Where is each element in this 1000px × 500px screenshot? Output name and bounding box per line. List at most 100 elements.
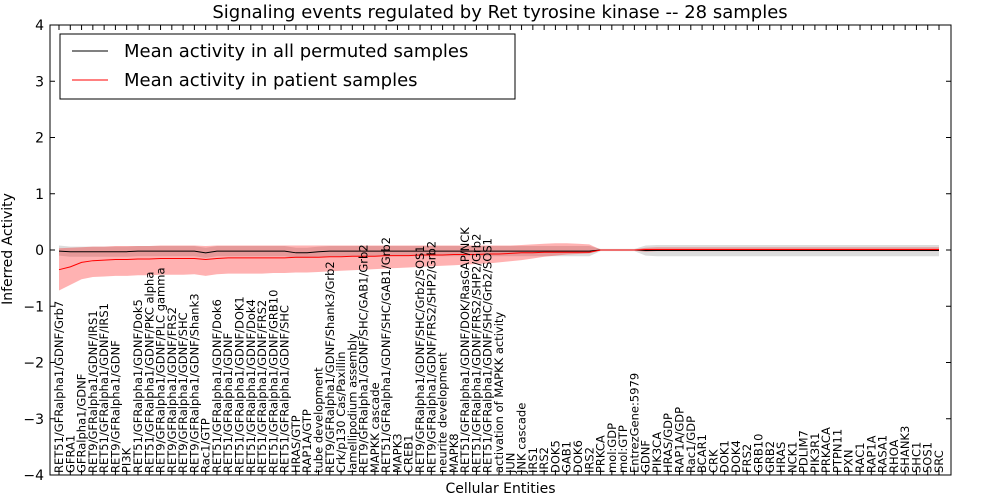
x-tick-label: RHOA [887,440,901,473]
x-tick-label: activation of MAPKK activity [492,312,506,473]
x-tick-label: GRB10 [751,434,765,473]
x-tick-label: EntrezGene:5979 [627,373,641,473]
x-tick-label: RET51/GFRalpha1/GDNF/DOK1 [233,296,247,473]
x-tick-label: RET9/GFRalpha1/GDNF/Shank3 [187,293,201,473]
x-tick-label: RET51/GFRalpha1/GDNF/Dok4 [244,299,258,473]
x-tick-label: PI3K [120,447,134,473]
x-tick-label: RET9/GFRalpha1/GDNF/FRS2 [165,307,179,473]
x-tick-label: PIK3R1 [808,433,822,474]
y-tick-label: −1 [23,299,44,315]
x-tick-label: GFRalpha1/GDNF [75,374,89,473]
x-tick-label: neurite development [436,352,450,473]
x-tick-label: CRK [706,449,720,473]
x-tick-label: IRS1 [526,447,540,473]
x-tick-label: JNK cascade [515,403,529,474]
x-tick-label: NCK1 [785,442,799,474]
x-axis-label: Cellular Entities [445,481,555,497]
x-tick-label: IRS2 [537,447,551,473]
x-tick-label: RET9/GFRalpha1/GDNF/Shank3/Grb2 [323,261,337,473]
y-tick-label: 4 [35,18,44,34]
x-tick-label: IRS2 [582,447,596,473]
x-tick-label: RET51/GFRalpha1/GDNF/Dok5 [131,299,145,473]
x-tick-label: RET51/GFRalpha1/GDNF/FRS2/SHP2/Grb2 [469,234,483,473]
x-tick-label: RET51/GFRalpha1/GDNF/SHC [278,305,292,473]
x-tick-label: RET9/GFRalpha1/GDNF/SHC [176,312,190,473]
x-tick-label: RET51/GFRalpha1/GDNF/SHC/Grb2/SOS1 [481,238,495,473]
x-tick-label: lamellipodium assembly [345,333,359,473]
x-tick-label: RET9/GFRalpha1/GDNF/FRS2/SHP2/Grb2 [424,241,438,473]
y-tick-label: 1 [35,187,44,203]
x-tick-label: FRS2 [740,444,754,473]
x-tick-label: PIK3CA [650,432,664,473]
x-tick-label: Rac1/GDP [684,416,698,473]
x-tick-label: RAP1A/GTP [300,409,314,473]
y-tick-label: −3 [23,412,44,428]
x-tick-label: RET9/GFRalpha1/GDNF/SHC/GAB1/Grb2 [357,244,371,473]
x-tick-label: SOS1 [921,442,935,473]
x-tick-label: PXN [842,450,856,473]
chart-title: Signaling events regulated by Ret tyrosi… [212,2,787,23]
x-tick-label: Rac1/GTP [199,418,213,473]
legend-box [59,33,516,100]
x-tick-label: PRKCA [594,435,608,473]
x-tick-label: SHANK3 [898,426,912,473]
x-tick-label: PDLIM7 [797,430,811,473]
x-tick-label: DOK6 [571,440,585,473]
x-tick-label: MAPK3 [390,433,404,473]
x-tick-label: RET51/GFRalpha1/GDNF/FRS2 [255,300,269,473]
legend-label: Mean activity in patient samples [124,70,418,91]
y-tick-label: 2 [35,131,44,147]
x-tick-label: GDNF [639,440,653,473]
x-tick-label: RAP1A/GDP [673,407,687,473]
x-tick-label: RET51/GFRalpha1/GDNF [221,333,235,473]
x-tick-label: RET51/GFRalpha1/GDNF/IRS1 [97,303,111,473]
x-tick-label: RET51/GFRalpha1/GDNF/PKC alpha [142,272,156,473]
x-tick-label: GRB2 [763,441,777,473]
x-tick-label: RET9/GFRalpha1/GDNF/SHC/Grb2/SOS1 [413,245,427,473]
x-tick-label: BCAR1 [695,434,709,473]
x-tick-label: PRKACA [819,427,833,473]
x-tick-label: DOK4 [729,440,743,473]
patient-confidence-band [59,243,939,291]
y-tick-label: −2 [23,356,44,372]
x-tick-label: JUN [503,453,517,474]
x-tick-label: HRAS/GTP [289,415,303,473]
y-tick-label: 0 [35,243,44,259]
patient-mean-line [58,248,939,271]
x-tick-label: RET51/GFRalpha1/GDNF/Dok6 [210,299,224,473]
x-tick-label: RET51/GFRalpha1/GDNF/SHC/GAB1/Grb2 [379,237,393,473]
legend: Mean activity in all permuted samples Mea… [59,33,516,100]
x-tick-label: SHC1 [909,442,923,473]
x-tick-label: HRAS [774,442,788,473]
x-tick-label: RET9/GFRalpha1/GDNF/IRS1 [86,310,100,473]
x-tick-label: DOK1 [718,440,732,473]
x-tick-label: PTPN11 [830,429,844,473]
x-tick-label: SRC [932,450,946,473]
x-tick-label: mol:GDP [605,423,619,473]
x-tick-label: RET9/GFRalpha1/GDNF/PLC gamma [154,268,168,474]
plot-area: −4−3−2−101234RET51/GFRalpha1/GDNF/Grb7GF… [23,18,952,484]
y-tick-label: 3 [35,74,44,90]
x-tick-label: GAB1 [560,441,574,473]
x-tick-label: RET51/GFRalpha1/GDNF/Grb7 [52,301,66,473]
x-tick-label: RET51/GFRalpha1/GDNF/DOK/RasGAP/NCK [458,227,472,473]
permuted-mean-line [58,249,939,254]
y-tick-label: −4 [23,468,44,484]
x-tick-label: RET9/GFRalpha1/GDNF [108,340,122,473]
x-tick-label: mol:GTP [616,425,630,473]
x-tick-label: RAP1A [864,435,878,473]
x-tick-label: DOK5 [548,440,562,473]
x-tick-label: MAPKK cascade [368,382,382,473]
legend-label: Mean activity in all permuted samples [124,41,468,62]
x-tick-label: RET51/GFRalpha1/GDNF/GRB10 [266,290,280,473]
x-tick-label: HRAS/GDP [661,413,675,473]
x-tick-label: tube development [311,367,325,473]
x-tick-label: CREB1 [402,435,416,474]
x-tick-label: RAC1 [853,442,867,473]
y-axis-label: Inferred Activity [0,193,16,305]
x-tick-label: MAPK8 [447,433,461,473]
x-tick-label: RASA1 [876,435,890,473]
x-tick-label: GFRA1 [63,435,77,473]
x-tick-label: Crk/p130 Cas/Paxillin [334,352,348,473]
